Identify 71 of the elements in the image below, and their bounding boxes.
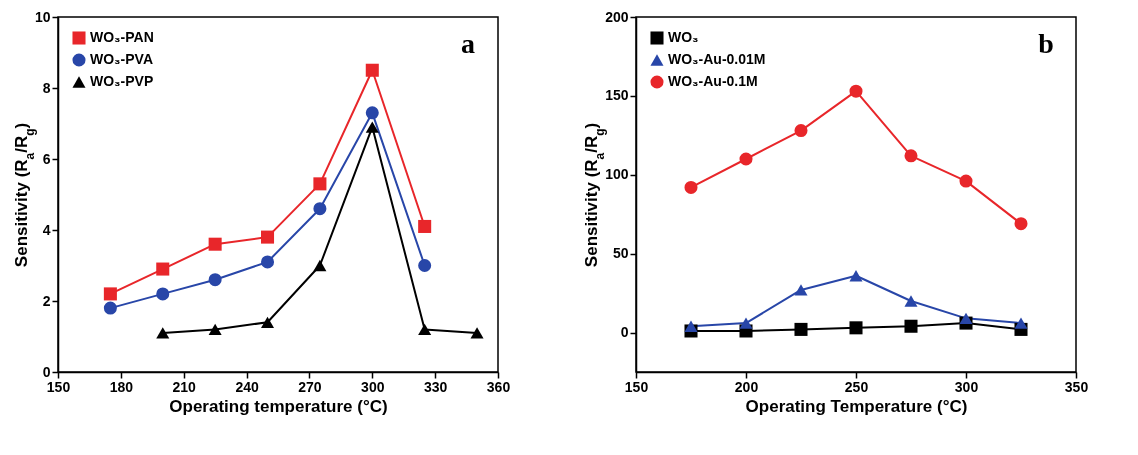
x-tick-label: 240 <box>235 378 259 395</box>
point <box>418 258 432 273</box>
x-axis-title: Operating Temperature (°C) <box>745 396 968 416</box>
legend-label: WO₃-Au-0.01M <box>668 51 766 67</box>
point <box>739 152 753 166</box>
point <box>208 237 222 251</box>
point <box>849 321 863 335</box>
point <box>313 177 327 191</box>
point <box>156 262 170 276</box>
point <box>684 320 698 332</box>
y-tick-label: 6 <box>42 150 51 167</box>
point <box>156 327 170 339</box>
legend-label: WO₃ <box>668 29 699 45</box>
y-tick-label: 150 <box>605 87 629 104</box>
point <box>1014 217 1028 231</box>
point <box>208 323 222 336</box>
point <box>849 270 863 282</box>
annotation: a <box>461 28 475 59</box>
point <box>103 301 117 315</box>
point <box>208 273 222 287</box>
annotation: b <box>1038 28 1054 59</box>
y-tick-label: 8 <box>42 79 51 96</box>
point <box>684 180 698 194</box>
point <box>739 317 753 329</box>
y-tick-label: 200 <box>605 8 629 25</box>
x-tick-label: 180 <box>109 378 134 395</box>
x-tick-label: 200 <box>734 378 759 395</box>
point <box>365 106 379 120</box>
legend-label: WO₃-Au-0.1M <box>668 73 758 89</box>
point <box>261 316 275 328</box>
x-tick-label: 360 <box>486 378 511 395</box>
point <box>418 219 432 233</box>
legend-label: WO₃-PVA <box>90 51 153 67</box>
point <box>904 295 918 307</box>
point <box>849 84 863 98</box>
point <box>156 287 170 301</box>
point <box>365 121 379 133</box>
point <box>959 312 973 324</box>
legend-label: WO₃-PAN <box>90 29 154 45</box>
y-tick-label: 2 <box>42 292 51 309</box>
x-tick-label: 210 <box>172 378 197 395</box>
point <box>904 319 918 333</box>
x-tick-label: 350 <box>1064 378 1089 395</box>
point <box>313 202 327 216</box>
point <box>418 323 432 336</box>
point <box>261 230 275 244</box>
point <box>904 149 918 163</box>
x-tick-label: 300 <box>361 378 385 395</box>
point <box>794 322 808 336</box>
point <box>1014 317 1028 329</box>
x-tick-label: 250 <box>844 378 869 395</box>
legend-label: WO₃-PVP <box>90 73 154 89</box>
point <box>794 284 808 296</box>
x-tick-label: 150 <box>624 378 649 395</box>
point <box>365 63 379 77</box>
y-tick-label: 4 <box>42 221 51 238</box>
point <box>313 259 327 272</box>
x-tick-label: 300 <box>954 378 979 395</box>
point <box>470 327 484 339</box>
y-tick-label: 0 <box>42 363 51 380</box>
x-axis-title: Operating temperature (°C) <box>169 396 388 416</box>
y-tick-label: 0 <box>620 324 629 341</box>
point <box>103 287 117 301</box>
y-tick-label: 10 <box>34 8 51 25</box>
y-tick-label: 100 <box>605 166 629 183</box>
point <box>261 255 275 269</box>
y-tick-label: 50 <box>612 245 629 262</box>
x-tick-label: 270 <box>298 378 322 395</box>
x-tick-label: 330 <box>423 378 448 395</box>
point <box>794 124 808 138</box>
point <box>959 174 973 188</box>
